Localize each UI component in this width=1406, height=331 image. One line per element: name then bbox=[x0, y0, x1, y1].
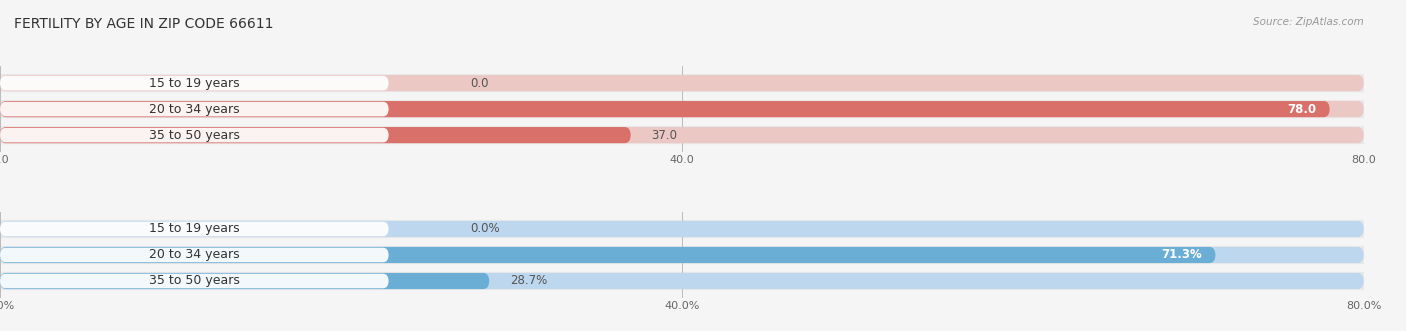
Text: 20 to 34 years: 20 to 34 years bbox=[149, 249, 239, 261]
FancyBboxPatch shape bbox=[0, 76, 388, 90]
FancyBboxPatch shape bbox=[0, 273, 489, 289]
FancyBboxPatch shape bbox=[0, 273, 1364, 289]
FancyBboxPatch shape bbox=[0, 246, 1378, 264]
FancyBboxPatch shape bbox=[0, 102, 388, 117]
Text: 15 to 19 years: 15 to 19 years bbox=[149, 76, 239, 90]
FancyBboxPatch shape bbox=[0, 247, 1216, 263]
FancyBboxPatch shape bbox=[0, 247, 1364, 263]
Text: 78.0: 78.0 bbox=[1286, 103, 1316, 116]
FancyBboxPatch shape bbox=[0, 126, 1378, 144]
Text: 15 to 19 years: 15 to 19 years bbox=[149, 222, 239, 235]
FancyBboxPatch shape bbox=[0, 128, 388, 142]
FancyBboxPatch shape bbox=[0, 222, 388, 236]
FancyBboxPatch shape bbox=[0, 274, 388, 288]
FancyBboxPatch shape bbox=[0, 221, 1364, 237]
FancyBboxPatch shape bbox=[0, 220, 1378, 238]
Text: 35 to 50 years: 35 to 50 years bbox=[149, 274, 240, 288]
Text: 0.0: 0.0 bbox=[471, 76, 489, 90]
Text: 71.3%: 71.3% bbox=[1161, 249, 1202, 261]
FancyBboxPatch shape bbox=[0, 127, 1364, 143]
Text: 37.0: 37.0 bbox=[651, 129, 678, 142]
FancyBboxPatch shape bbox=[0, 75, 1364, 91]
FancyBboxPatch shape bbox=[0, 101, 1330, 117]
Text: Source: ZipAtlas.com: Source: ZipAtlas.com bbox=[1253, 17, 1364, 26]
FancyBboxPatch shape bbox=[0, 101, 1364, 117]
Text: 28.7%: 28.7% bbox=[510, 274, 547, 288]
Text: 0.0%: 0.0% bbox=[471, 222, 501, 235]
FancyBboxPatch shape bbox=[0, 127, 631, 143]
Text: FERTILITY BY AGE IN ZIP CODE 66611: FERTILITY BY AGE IN ZIP CODE 66611 bbox=[14, 17, 274, 30]
Text: 20 to 34 years: 20 to 34 years bbox=[149, 103, 239, 116]
FancyBboxPatch shape bbox=[0, 272, 1378, 290]
Text: 35 to 50 years: 35 to 50 years bbox=[149, 129, 240, 142]
FancyBboxPatch shape bbox=[0, 100, 1378, 118]
FancyBboxPatch shape bbox=[0, 74, 1378, 92]
FancyBboxPatch shape bbox=[0, 248, 388, 262]
